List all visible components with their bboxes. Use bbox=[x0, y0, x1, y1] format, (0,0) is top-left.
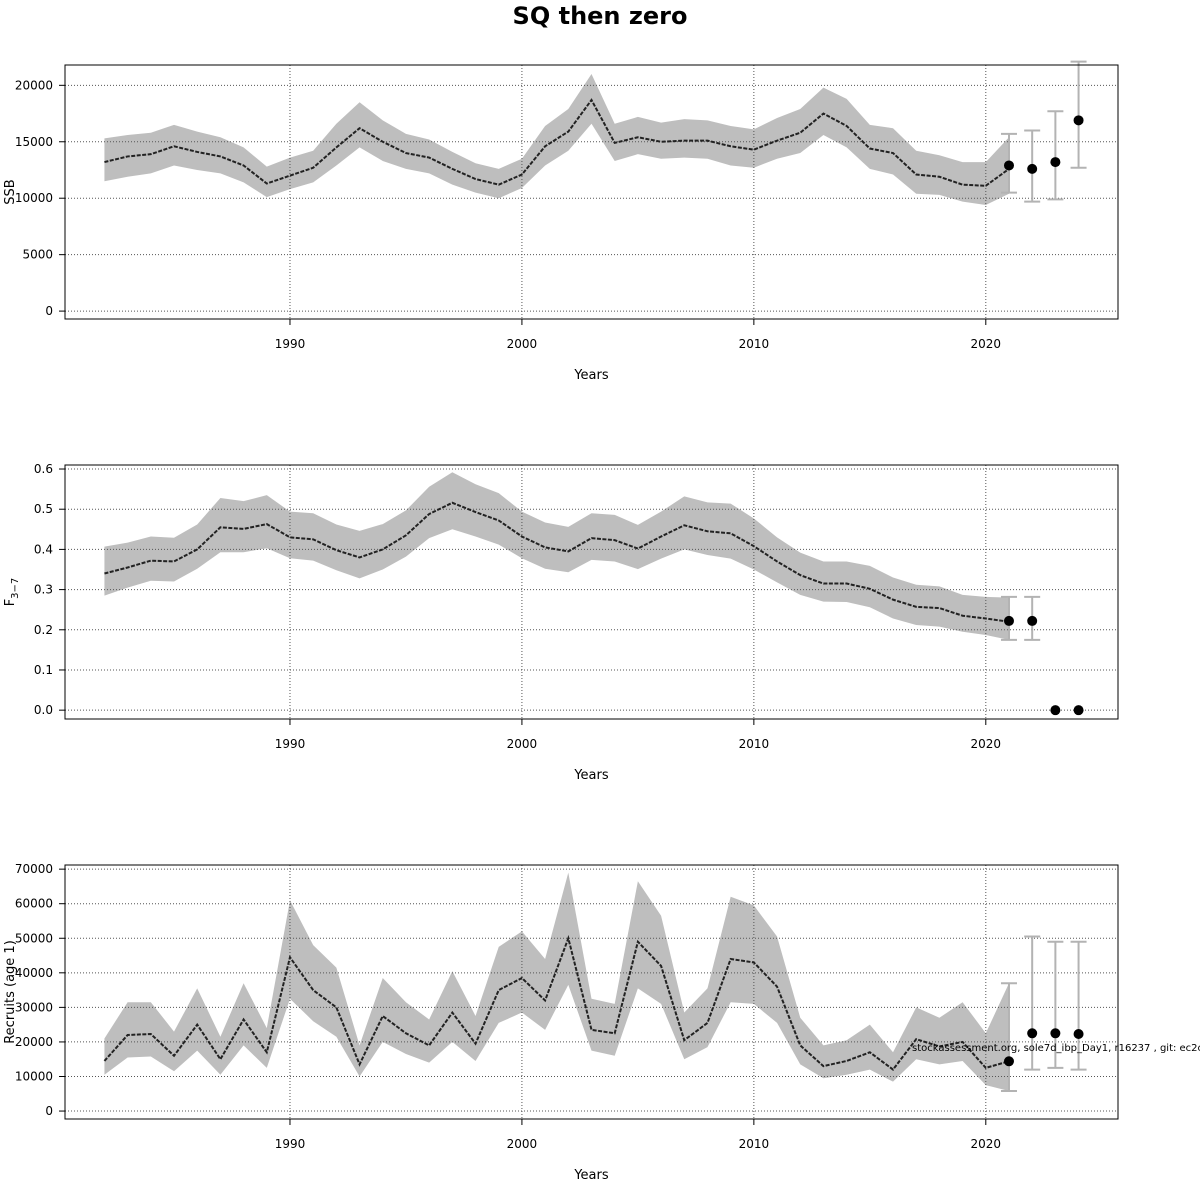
confidence-band bbox=[104, 472, 1009, 640]
x-tick-label: 2010 bbox=[739, 337, 770, 351]
recruits-panel: 0 10000 20000 30000 40000 50000 60000 70000 1990… bbox=[3, 862, 1200, 1183]
y-tick-label: 5000 bbox=[22, 248, 53, 262]
x-axis-title: Years bbox=[573, 1168, 609, 1183]
y-tick-label: 0.2 bbox=[34, 623, 53, 637]
y-axis-title-main: F bbox=[3, 599, 18, 606]
x-tick-label: 2020 bbox=[971, 1137, 1002, 1151]
x-tick-label: 2000 bbox=[507, 1137, 538, 1151]
y-axis-title: F3−7 bbox=[3, 578, 21, 607]
x-axis-title: Years bbox=[573, 368, 609, 383]
plot-frame bbox=[64, 64, 1119, 320]
fbar-panel: 0.0 0.1 0.2 0.3 0.4 0.5 0.6 1990 2000 2010 2020 Yea… bbox=[3, 462, 1119, 783]
forecast-point bbox=[1073, 115, 1084, 126]
confidence-band bbox=[104, 872, 1009, 1092]
y-tick-label: 10000 bbox=[15, 191, 53, 205]
x-tick-label: 1990 bbox=[275, 1137, 306, 1151]
y-tick-label: 15000 bbox=[15, 135, 53, 149]
chart-title: SQ then zero bbox=[512, 2, 688, 30]
forecast-point bbox=[1003, 160, 1014, 171]
forecast-point bbox=[1050, 705, 1061, 716]
y-tick-label: 50000 bbox=[15, 931, 53, 945]
y-axis-title: Recruits (age 1) bbox=[3, 940, 18, 1044]
forecast-point bbox=[1027, 163, 1038, 174]
x-tick-label: 1990 bbox=[275, 337, 306, 351]
forecast-point bbox=[1073, 705, 1084, 716]
forecast-point bbox=[1027, 1028, 1038, 1039]
ssb-panel: 0 5000 10000 15000 20000 1990 2000 2010 2020 Year… bbox=[3, 60, 1119, 383]
x-axis-title: Years bbox=[573, 768, 609, 783]
x-tick-label: 2020 bbox=[971, 737, 1002, 751]
forecast-point bbox=[1050, 1028, 1061, 1039]
y-tick-label: 70000 bbox=[15, 862, 53, 876]
y-axis-title: SSB bbox=[3, 179, 18, 204]
x-tick-label: 2000 bbox=[507, 737, 538, 751]
y-tick-label: 0 bbox=[45, 304, 53, 318]
plot-frame bbox=[64, 864, 1119, 1120]
forecast-point bbox=[1003, 615, 1014, 626]
x-tick-label: 1990 bbox=[275, 737, 306, 751]
estimate-line bbox=[104, 98, 1010, 187]
plot-frame bbox=[64, 464, 1119, 720]
y-tick-label: 20000 bbox=[15, 78, 53, 92]
forecast-point bbox=[1050, 157, 1061, 168]
y-tick-label: 20000 bbox=[15, 1035, 53, 1049]
x-tick-label: 2010 bbox=[739, 1137, 770, 1151]
y-tick-label: 0.3 bbox=[34, 583, 53, 597]
y-tick-label: 40000 bbox=[15, 966, 53, 980]
footnote: stockassessment.org, sole7d_ibp_Day1, r1… bbox=[912, 1043, 1200, 1054]
estimate-line bbox=[104, 501, 1010, 623]
estimate-line bbox=[103, 934, 1010, 1071]
forecast-point bbox=[1073, 1028, 1084, 1039]
x-tick-label: 2000 bbox=[507, 337, 538, 351]
y-tick-label: 0.5 bbox=[34, 502, 53, 516]
y-axis-title-subscript: 3−7 bbox=[10, 578, 21, 599]
forecast-point bbox=[1003, 1056, 1014, 1067]
y-tick-label: 0.0 bbox=[34, 703, 53, 717]
x-tick-label: 2020 bbox=[971, 337, 1002, 351]
y-tick-label: 0.1 bbox=[34, 663, 53, 677]
y-tick-label: 60000 bbox=[15, 897, 53, 911]
y-tick-label: 10000 bbox=[15, 1069, 53, 1083]
y-tick-label: 0.6 bbox=[34, 462, 53, 476]
y-tick-label: 0 bbox=[45, 1104, 53, 1118]
x-tick-label: 2010 bbox=[739, 737, 770, 751]
y-tick-label: 30000 bbox=[15, 1000, 53, 1014]
y-tick-label: 0.4 bbox=[34, 542, 53, 556]
forecast-point bbox=[1027, 615, 1038, 626]
